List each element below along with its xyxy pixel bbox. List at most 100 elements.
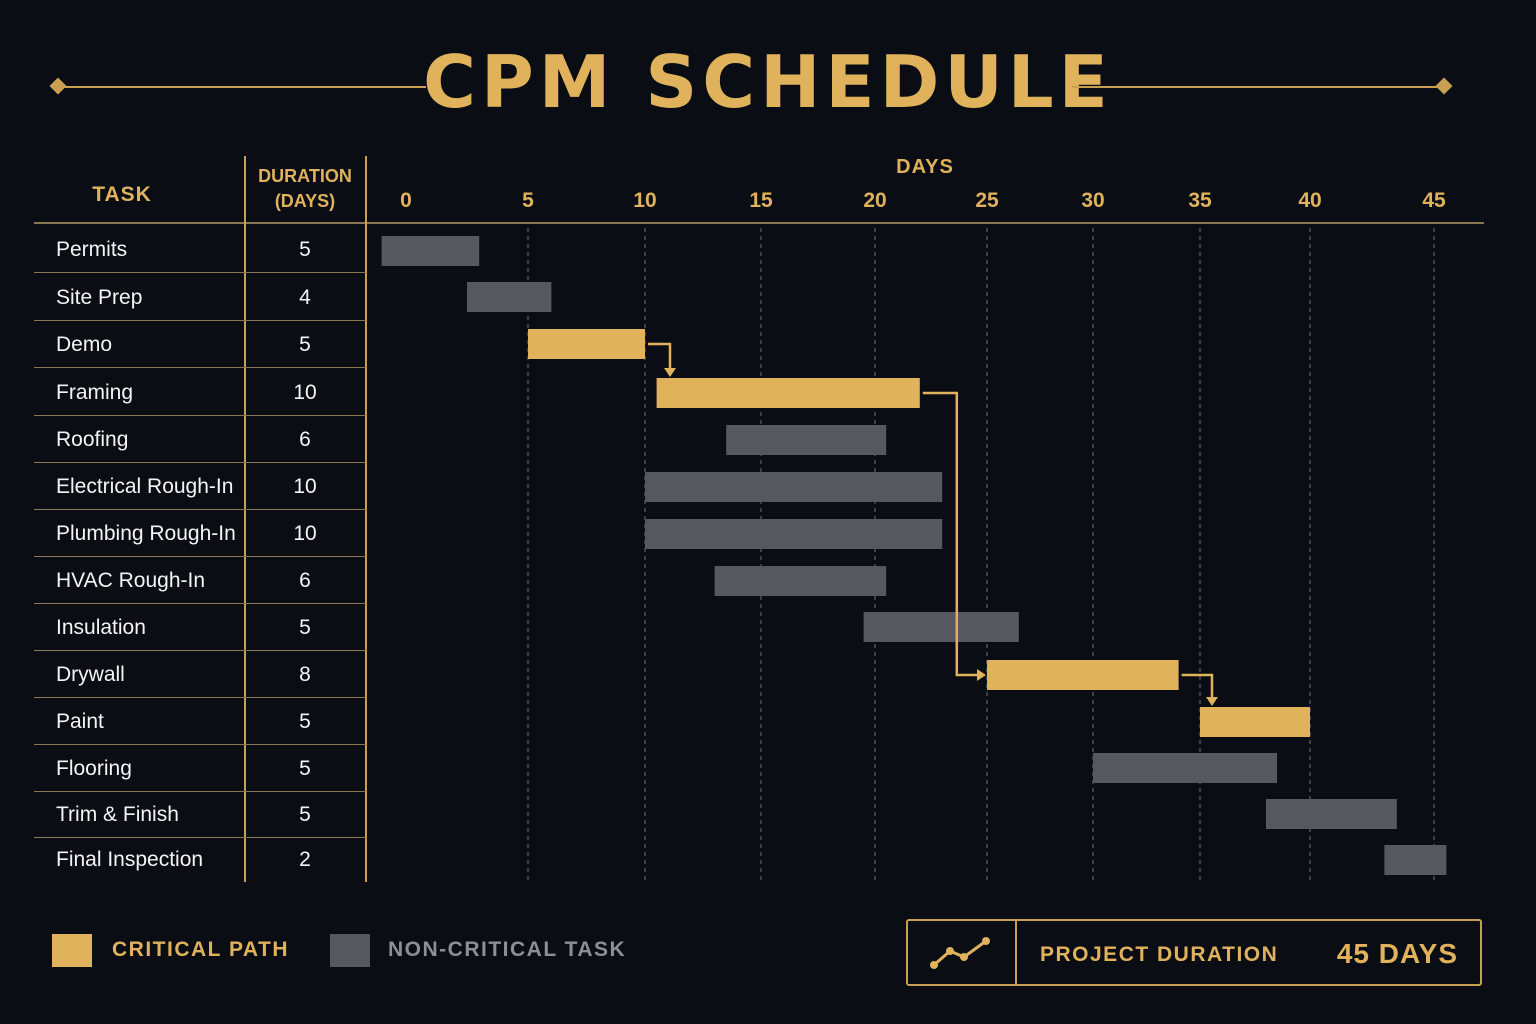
table-row: Framing 10 [34,369,366,416]
task-name: Site Prep [56,286,143,309]
task-bar [714,566,887,596]
task-name: Permits [56,238,128,261]
task-duration: 5 [299,616,311,639]
task-column-header: TASK [92,183,152,206]
task-duration: 5 [299,803,311,826]
project-duration-box: PROJECT DURATION 45 DAYS [906,919,1482,986]
project-duration-value: 45 DAYS [1336,938,1458,969]
task-bar [467,282,552,312]
x-tick-label: 0 [400,189,412,212]
dependency-arrowhead [977,669,986,681]
row-separator [34,697,366,698]
task-duration: 6 [299,428,311,451]
dependency-arrow [1181,673,1214,698]
row-separator [34,556,366,557]
task-duration: 2 [299,848,311,871]
dependency-arrow [648,342,672,369]
table-row: Trim & Finish 5 [34,791,366,838]
table-row: Permits 5 [34,226,366,273]
task-bar [381,236,480,266]
task-duration: 8 [299,663,311,686]
row-separator [34,603,366,604]
legend-non-critical-label: NON-CRITICAL TASK [388,938,627,961]
task-duration: 5 [299,757,311,780]
table-row: Plumbing Rough-In 10 [34,510,366,557]
task-duration: 10 [293,475,317,498]
row-separator [34,509,366,510]
task-bar [726,425,887,455]
task-duration: 6 [299,569,311,592]
task-duration: 5 [299,710,311,733]
duration-column-header: DURATION (DAYS) [246,164,364,214]
title-row: CPM SCHEDULE [0,0,1536,160]
table-row: Insulation 5 [34,604,366,651]
column-divider-task [244,156,246,882]
row-separator [34,650,366,651]
task-name: Electrical Rough-In [56,475,234,498]
row-separator [34,462,366,463]
task-bar [645,472,943,502]
row-separator [34,744,366,745]
task-bar [1093,753,1277,783]
header-divider [34,222,1484,224]
legend-non-critical-swatch [330,934,370,967]
x-tick-label: 40 [1298,189,1321,212]
duration-header-line1: DURATION [258,166,352,186]
table-row: Flooring 5 [34,745,366,792]
title-rule-right [1072,86,1446,88]
task-duration: 10 [293,522,317,545]
x-tick-label: 25 [975,189,999,212]
project-duration-label: PROJECT DURATION [1040,943,1279,966]
task-name: Paint [56,710,104,733]
legend-critical-swatch [52,934,92,967]
critical-bar [528,329,645,359]
task-duration: 5 [299,333,311,356]
table-row: Final Inspection 2 [34,836,366,883]
x-tick-label: 10 [633,189,656,212]
table-row: HVAC Rough-In 6 [34,557,366,604]
duration-header-line2: (DAYS) [274,191,336,211]
x-tick-label: 15 [749,189,773,212]
x-tick-label: 45 [1422,189,1446,212]
critical-bar [987,660,1179,690]
trend-chart-icon [930,937,990,969]
title-rule-left [58,86,426,88]
dependency-arrow [922,391,977,677]
row-separator [34,367,366,368]
task-name: Drywall [56,663,125,686]
page-title: CPM SCHEDULE [423,40,1113,124]
task-bar [863,612,1019,642]
table-row: Roofing 6 [34,416,366,463]
row-separator [34,837,366,838]
table-row: Site Prep 4 [34,274,366,321]
task-bar [1266,799,1397,829]
task-name: Trim & Finish [56,803,179,826]
x-tick-label: 30 [1081,189,1104,212]
task-duration: 5 [299,238,311,261]
task-name: Framing [56,381,134,404]
duration-box-divider [1015,921,1017,984]
row-separator [34,791,366,792]
table-row: Paint 5 [34,698,366,745]
dependency-arrowhead [664,368,676,377]
task-bar [645,519,943,549]
row-separator [34,320,366,321]
task-name: Plumbing Rough-In [56,522,236,545]
x-tick-label: 35 [1188,189,1212,212]
task-name: Demo [56,333,113,356]
table-row: Electrical Rough-In 10 [34,463,366,510]
critical-bar [656,378,920,408]
critical-bar [1200,707,1310,737]
task-duration: 4 [299,286,311,309]
x-tick-label: 20 [863,189,886,212]
task-name: Flooring [56,757,132,780]
table-row: Demo 5 [34,321,366,368]
task-name: Insulation [56,616,146,639]
table-row: Drywall 8 [34,651,366,698]
column-divider-duration [365,156,367,882]
x-tick-label: 5 [522,189,534,212]
days-axis-label: DAYS [896,156,954,178]
task-bar [1384,845,1447,875]
task-name: Roofing [56,428,129,451]
